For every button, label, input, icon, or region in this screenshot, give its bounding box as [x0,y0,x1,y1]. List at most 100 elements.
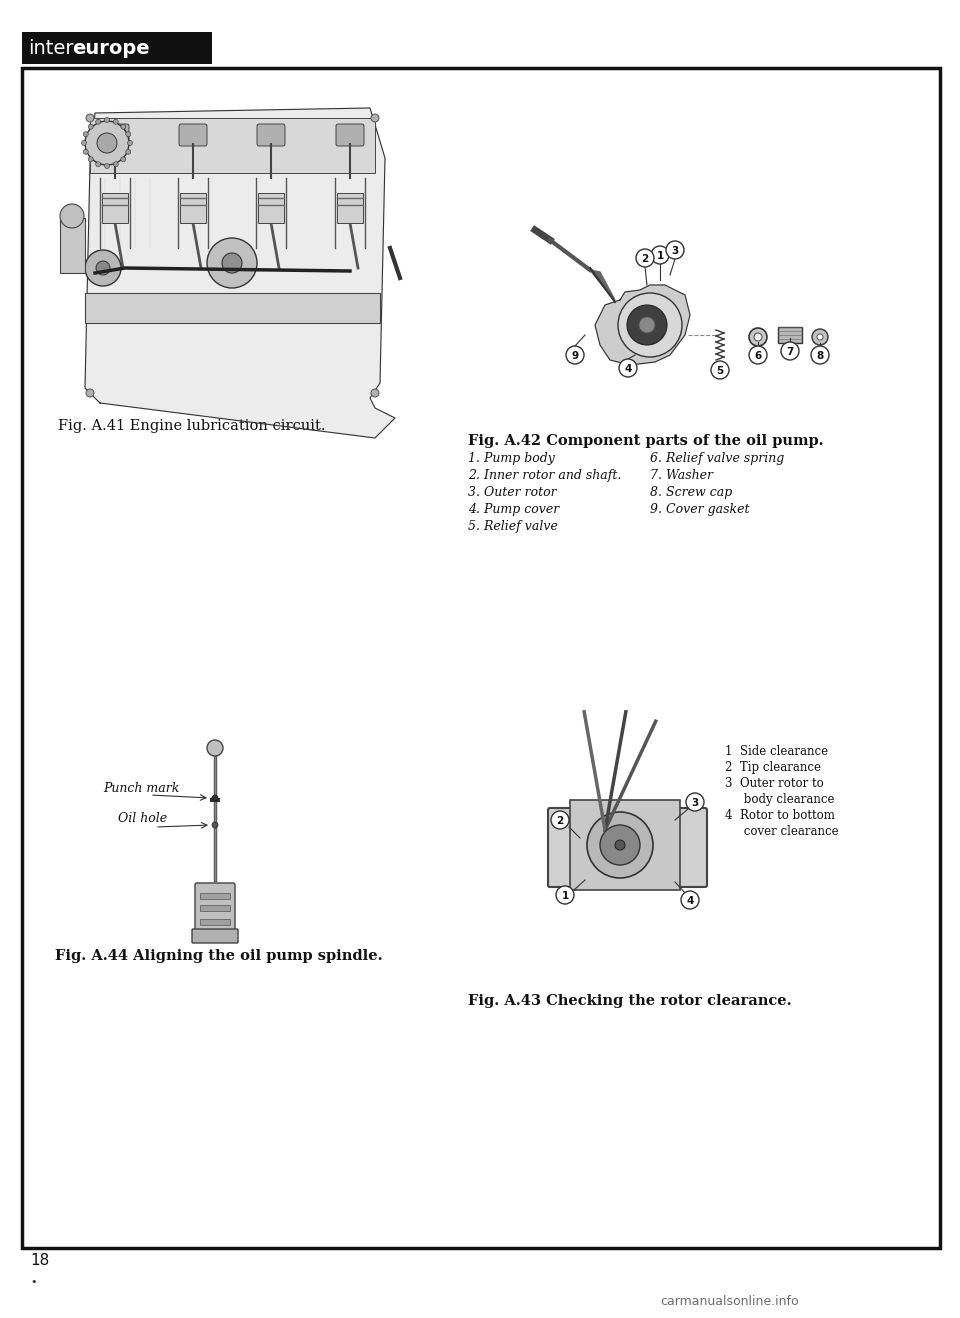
Circle shape [636,249,654,268]
Circle shape [749,328,767,347]
Circle shape [371,389,379,397]
Circle shape [651,246,669,264]
Text: •: • [30,1277,36,1286]
Text: 6. Relief valve spring: 6. Relief valve spring [650,452,784,465]
Text: 7: 7 [786,347,794,357]
Circle shape [619,358,637,377]
Text: 4: 4 [686,896,694,905]
Text: europe: europe [72,40,150,58]
Text: 3. Outer rotor: 3. Outer rotor [468,486,557,500]
Text: 3: 3 [691,797,699,808]
Bar [258,192,284,223]
Text: Fig. A.41 Engine lubrication circuit.: Fig. A.41 Engine lubrication circuit. [58,419,325,434]
Text: 2: 2 [557,816,564,826]
Circle shape [84,149,88,154]
Circle shape [128,141,132,145]
Circle shape [812,330,828,345]
Bar [102,192,128,223]
Circle shape [666,241,684,260]
Text: 3: 3 [671,246,679,256]
Circle shape [207,739,223,757]
Circle shape [105,163,109,169]
Circle shape [551,811,569,829]
Circle shape [212,822,218,828]
Circle shape [88,157,93,162]
Text: 1  Side clearance: 1 Side clearance [725,745,828,758]
FancyBboxPatch shape [336,124,364,146]
Text: 1. Pump body: 1. Pump body [468,452,555,465]
Text: 18: 18 [30,1253,49,1268]
Bar [778,327,802,343]
Text: Fig. A.43 Checking the rotor clearance.: Fig. A.43 Checking the rotor clearance. [468,994,792,1008]
Text: 1: 1 [562,891,568,902]
Text: 9: 9 [571,351,579,361]
FancyBboxPatch shape [192,929,238,942]
Circle shape [60,204,84,228]
Circle shape [222,253,242,273]
Bar [180,192,206,223]
Text: 2: 2 [641,254,649,264]
Bar [337,192,363,223]
Circle shape [126,149,131,154]
Polygon shape [85,108,395,438]
Circle shape [371,113,379,123]
Text: 9. Cover gasket: 9. Cover gasket [650,503,750,517]
Text: body clearance: body clearance [725,793,834,807]
Circle shape [86,389,94,397]
Text: 7. Washer: 7. Washer [650,469,713,482]
Circle shape [121,157,126,162]
Bar [200,905,230,911]
Circle shape [615,840,625,850]
Circle shape [86,113,94,123]
Polygon shape [590,270,615,301]
Circle shape [639,318,655,333]
Circle shape [96,119,101,124]
Circle shape [711,361,729,380]
Text: 5. Relief valve: 5. Relief valve [468,521,558,532]
Circle shape [600,825,640,865]
Circle shape [113,162,118,167]
Text: inter: inter [28,40,74,58]
Text: 2. Inner rotor and shaft.: 2. Inner rotor and shaft. [468,469,621,482]
Circle shape [817,333,823,340]
Text: 1: 1 [657,250,663,261]
Text: 8. Screw cap: 8. Screw cap [650,486,732,500]
Circle shape [96,162,101,167]
Bar [22,32,212,65]
Text: 4  Rotor to bottom: 4 Rotor to bottom [725,809,835,822]
Text: Fig. A.42 Component parts of the oil pump.: Fig. A.42 Component parts of the oil pum… [468,434,824,448]
Text: 2  Tip clearance: 2 Tip clearance [725,760,821,774]
Bar [570,800,680,890]
Text: cover clearance: cover clearance [725,825,839,838]
Circle shape [84,132,88,137]
Text: 5: 5 [716,366,724,376]
Bar [22,69,940,1248]
Circle shape [96,261,110,275]
Circle shape [681,891,699,909]
Circle shape [121,124,126,129]
Circle shape [811,347,829,364]
Text: Fig. A.44 Aligning the oil pump spindle.: Fig. A.44 Aligning the oil pump spindle. [55,949,383,963]
Circle shape [105,117,109,123]
Circle shape [97,133,117,153]
FancyBboxPatch shape [101,124,129,146]
Circle shape [587,812,653,878]
Circle shape [82,141,86,145]
FancyBboxPatch shape [257,124,285,146]
Circle shape [207,239,257,289]
Bar [200,894,230,899]
Circle shape [113,119,118,124]
Text: Punch mark: Punch mark [103,782,180,795]
FancyBboxPatch shape [548,808,707,887]
Circle shape [212,795,218,801]
FancyBboxPatch shape [195,883,235,937]
Bar [60,217,85,273]
Polygon shape [595,285,690,365]
Text: 6: 6 [755,351,761,361]
FancyBboxPatch shape [179,124,207,146]
Circle shape [686,793,704,811]
Circle shape [85,121,129,165]
Circle shape [754,333,762,341]
Circle shape [88,124,93,129]
Bar [90,119,375,173]
